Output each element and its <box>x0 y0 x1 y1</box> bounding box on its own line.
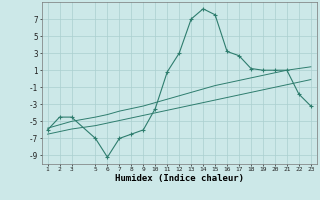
X-axis label: Humidex (Indice chaleur): Humidex (Indice chaleur) <box>115 174 244 183</box>
